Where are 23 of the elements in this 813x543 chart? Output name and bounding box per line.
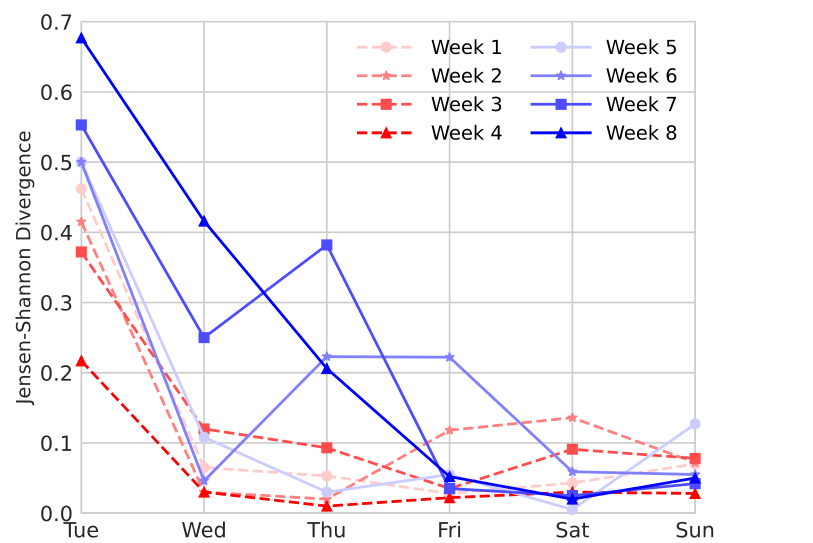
x-tick-label: Fri [439, 521, 460, 538]
x-tick-label: Tue [63, 522, 98, 538]
y-tick-label: 0.7 [41, 14, 72, 30]
y-tick-label: 0.5 [41, 154, 72, 170]
legend-label: Week 8 [606, 124, 676, 140]
legend-label: Week 1 [432, 39, 501, 54]
y-axis-title: Jensen-Shannon Divergence [15, 132, 34, 406]
legend-label: Week 2 [432, 68, 501, 83]
legend-label: Week 6 [606, 68, 676, 83]
legend-label: Week 3 [432, 96, 502, 112]
y-tick-label: 0.2 [41, 365, 71, 381]
y-tick-label: 0.0 [41, 506, 72, 522]
x-tick-label: Sat [556, 522, 589, 538]
legend-label: Week 4 [432, 124, 502, 140]
y-tick-label: 0.4 [41, 224, 72, 241]
x-tick-label: Sun [676, 522, 714, 538]
x-tick-label: Thu [307, 521, 344, 538]
y-tick-label: 0.1 [41, 435, 72, 452]
y-tick-label: 0.3 [41, 294, 72, 311]
x-tick-label: Wed [182, 521, 225, 538]
legend-label: Week 7 [606, 96, 676, 112]
legend-label: Week 5 [606, 39, 676, 54]
y-tick-label: 0.6 [41, 84, 72, 100]
